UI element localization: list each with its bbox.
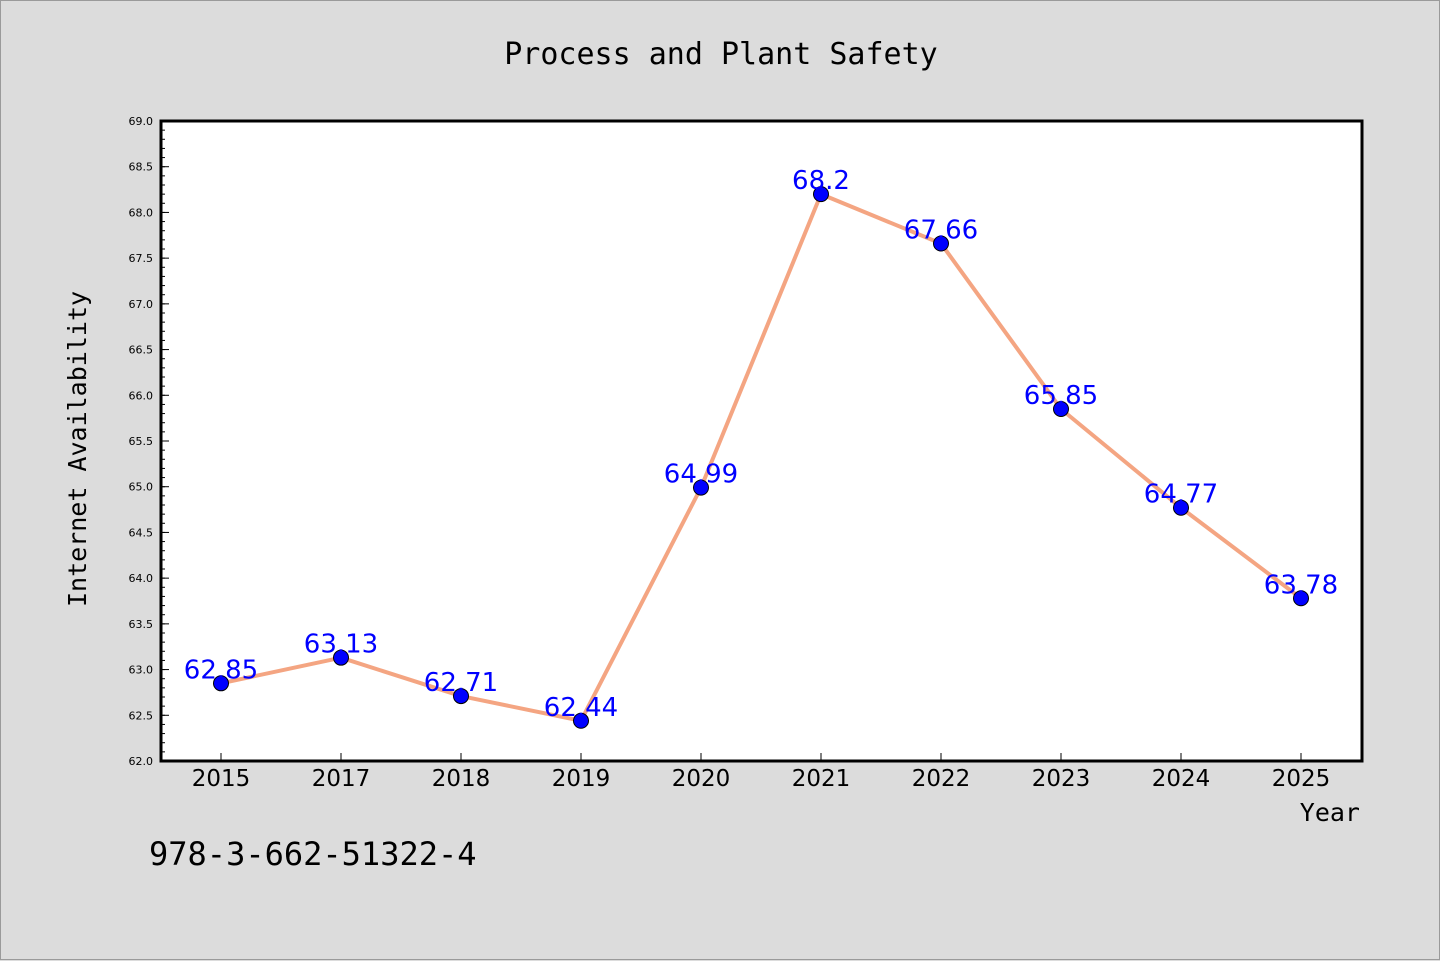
y-tick-label: 63.0 (129, 664, 154, 677)
series-line (220, 192, 1303, 723)
data-label: 64.99 (664, 460, 738, 490)
series-line-group (220, 192, 1303, 723)
isbn-annotation: 978-3-662-51322-4 (149, 835, 477, 873)
x-axis: 2015 2017 2018 2019 2020 2021 2022 2023 2024 2025 (192, 753, 1331, 792)
y-tick-label: 65.0 (129, 481, 154, 494)
data-label: 65.85 (1024, 381, 1098, 411)
data-point (333, 649, 349, 666)
data-label: 64.77 (1144, 480, 1218, 510)
x-tick-label: 2023 (1032, 766, 1091, 792)
y-tick-label: 64.0 (129, 572, 154, 585)
y-tick-label: 68.0 (129, 206, 154, 219)
data-point (813, 186, 829, 203)
y-tick-label: 65.5 (129, 435, 154, 448)
y-tick-label: 66.0 (129, 389, 154, 402)
x-tick-label: 2020 (672, 766, 731, 792)
x-tick-label: 2017 (312, 766, 371, 792)
y-axis-title: Internet Availability (63, 291, 92, 607)
x-axis-title: Year (1300, 798, 1360, 827)
y-tick-label: 62.5 (129, 709, 154, 722)
x-tick-label: 2019 (552, 766, 611, 792)
data-label: 67.66 (904, 216, 978, 246)
x-tick-label: 2024 (1152, 766, 1211, 792)
x-tick-label: 2022 (912, 766, 971, 792)
y-tick-label: 69.0 (129, 115, 154, 128)
y-tick-label: 68.5 (129, 161, 154, 174)
x-tick-label: 2025 (1272, 766, 1331, 792)
plot-area (159, 119, 1364, 763)
chart-title: Process and Plant Safety (504, 37, 937, 72)
data-point (933, 235, 949, 252)
data-point (1053, 401, 1069, 417)
data-label: 68.2 (792, 166, 850, 196)
x-tick-label: 2018 (432, 766, 491, 792)
data-point (573, 712, 589, 729)
y-tick-label: 67.5 (129, 252, 154, 265)
x-tick-label: 2015 (192, 766, 251, 792)
data-point (213, 675, 229, 692)
y-tick-label: 66.5 (129, 344, 154, 357)
x-tick-label: 2021 (792, 766, 851, 792)
data-point (453, 688, 469, 705)
data-label: 62.85 (184, 655, 258, 685)
data-point (693, 479, 709, 496)
data-point (1293, 590, 1309, 607)
data-point (1173, 499, 1189, 516)
data-label: 62.71 (424, 668, 498, 698)
y-tick-label: 63.5 (129, 618, 154, 631)
data-label: 63.13 (304, 630, 378, 660)
y-tick-label: 64.5 (129, 526, 154, 539)
y-axis: 62.0 62.5 63.0 63.5 64.0 64.5 65.0 65.5 66.0 66.5… (129, 115, 169, 768)
data-label: 63.78 (1264, 570, 1338, 600)
data-label: 62.44 (544, 693, 618, 723)
y-tick-label: 62.0 (129, 755, 154, 768)
y-tick-label: 67.0 (129, 298, 154, 311)
marker-group (213, 186, 1309, 729)
data-label-group: 62.85 63.13 62.71 62.44 64.99 68.2 67.66 65.85 6… (184, 166, 1338, 723)
